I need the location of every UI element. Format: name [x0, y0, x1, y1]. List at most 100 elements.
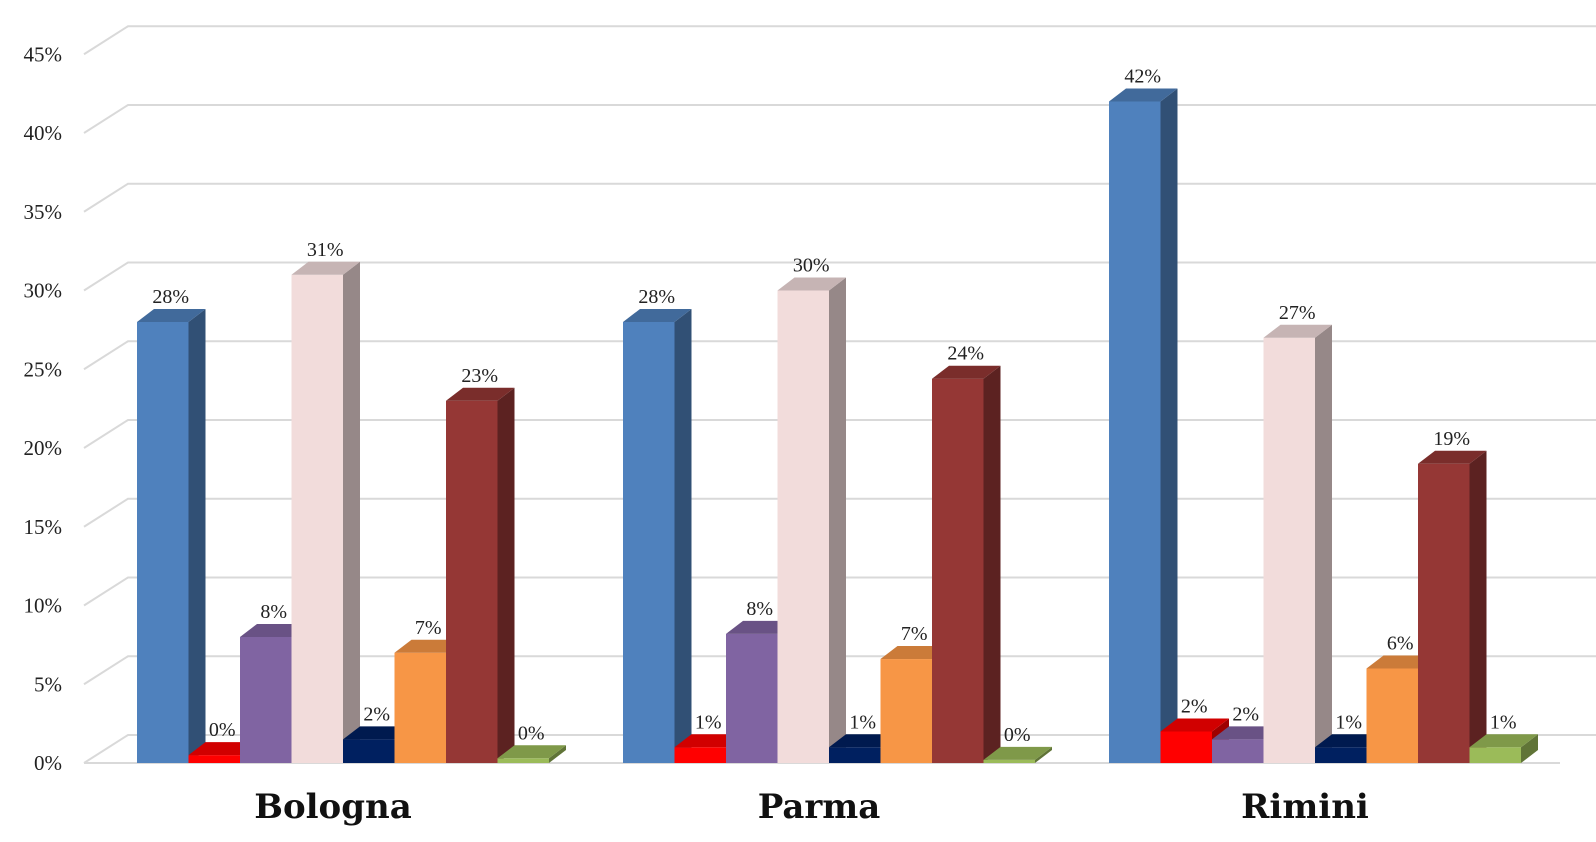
- bar-top: [291, 261, 360, 275]
- bar-front: [291, 274, 343, 763]
- gridline: [83, 104, 1596, 134]
- data-label: 8%: [746, 598, 773, 620]
- bar-top: [1160, 718, 1229, 732]
- bar-top: [674, 734, 743, 748]
- bar-side: [1035, 746, 1052, 763]
- bar-side: [1469, 450, 1487, 763]
- data-label: 2%: [1232, 703, 1259, 725]
- bar-front: [1212, 739, 1264, 763]
- y-tick-label: 15%: [24, 515, 63, 539]
- data-label: 1%: [695, 711, 722, 733]
- bar-side: [549, 745, 566, 763]
- bar-side: [1521, 734, 1538, 763]
- gridline: [83, 182, 1596, 213]
- data-label: 2%: [1181, 696, 1208, 718]
- y-tick-label: 0%: [34, 751, 62, 775]
- bar-front: [240, 637, 292, 763]
- bar-front: [1315, 747, 1367, 763]
- y-tick-label: 30%: [24, 279, 63, 303]
- category-label: Bologna: [254, 787, 412, 827]
- bar-front: [1109, 101, 1161, 763]
- bar: [497, 745, 566, 763]
- bar: [1418, 450, 1487, 763]
- bar-top: [1315, 734, 1384, 748]
- data-label: 31%: [307, 239, 344, 261]
- bar: [1469, 734, 1538, 763]
- bar-top: [983, 746, 1052, 760]
- data-label: 0%: [209, 719, 236, 741]
- bar-front: [394, 652, 446, 763]
- bar-side: [1315, 324, 1332, 763]
- bar-top: [880, 646, 949, 660]
- bar-top: [1109, 88, 1178, 102]
- bar-top: [1418, 450, 1487, 464]
- data-label: 19%: [1433, 428, 1470, 450]
- bars: [137, 88, 1538, 763]
- bar-front: [188, 755, 240, 763]
- y-tick-label: 20%: [24, 436, 63, 460]
- category-label: Parma: [758, 787, 881, 827]
- data-labels: 28% 0% 8% 31% 2% 7% 23% 0% 28% 1% 8% 30% 1% 7% 24% 0% 42…: [152, 66, 1516, 746]
- bar-top: [1212, 726, 1281, 740]
- bar-top: [1366, 655, 1435, 669]
- bar: [291, 261, 360, 763]
- category-labels: Bologna Parma Rimini: [254, 787, 1369, 827]
- gridline: [83, 655, 1596, 686]
- bar-front: [1160, 731, 1212, 763]
- bar-side: [1160, 88, 1178, 763]
- bar-front: [983, 759, 1035, 763]
- data-label: 0%: [1004, 724, 1031, 746]
- bar-front: [1418, 463, 1470, 763]
- y-tick-label: 25%: [24, 357, 63, 381]
- bar-side: [674, 309, 692, 763]
- bar-front: [880, 659, 932, 763]
- bar: [777, 277, 846, 763]
- bar: [1109, 88, 1178, 763]
- bar: [623, 309, 692, 763]
- gridline: [83, 419, 1596, 449]
- bar-top: [446, 387, 515, 401]
- bar: [137, 309, 206, 763]
- gridline: [83, 497, 1596, 528]
- bar-top: [829, 734, 898, 748]
- bar-front: [343, 739, 395, 763]
- y-tick-label: 45%: [24, 42, 63, 66]
- bar-side: [983, 365, 1001, 763]
- gridline: [83, 734, 1596, 764]
- y-axis-ticks: 0% 5% 10% 15% 20% 25% 30% 35% 40% 45%: [24, 42, 63, 775]
- bar-front: [726, 633, 778, 763]
- gridline: [83, 340, 1596, 371]
- bar-front: [1469, 747, 1521, 763]
- bar-top: [188, 742, 257, 756]
- data-label: 6%: [1387, 633, 1414, 655]
- data-label: 1%: [1490, 711, 1517, 733]
- bar-top: [1263, 324, 1332, 338]
- bar-front: [446, 400, 498, 763]
- bar-front: [777, 290, 829, 763]
- bar-front: [932, 378, 984, 763]
- bar-top: [240, 624, 309, 637]
- data-label: 28%: [638, 286, 675, 308]
- bar: [446, 387, 515, 763]
- y-tick-label: 40%: [24, 121, 63, 145]
- y-tick-label: 10%: [24, 594, 63, 618]
- y-tick-label: 35%: [24, 200, 63, 224]
- bar-front: [674, 747, 726, 763]
- category-label: Rimini: [1241, 787, 1369, 827]
- bar-front: [1263, 337, 1315, 763]
- bar-side: [829, 277, 846, 763]
- bar-side: [497, 387, 515, 763]
- data-label: 7%: [901, 623, 928, 645]
- data-label: 1%: [1335, 711, 1362, 733]
- bar-top: [726, 620, 795, 634]
- bar: [932, 365, 1001, 763]
- data-label: 27%: [1279, 302, 1316, 324]
- data-label: 1%: [849, 711, 876, 733]
- bar: [1263, 324, 1332, 763]
- bar-top: [777, 277, 846, 291]
- bar-front: [497, 758, 549, 763]
- y-tick-label: 5%: [34, 672, 62, 696]
- bar-top: [394, 639, 463, 653]
